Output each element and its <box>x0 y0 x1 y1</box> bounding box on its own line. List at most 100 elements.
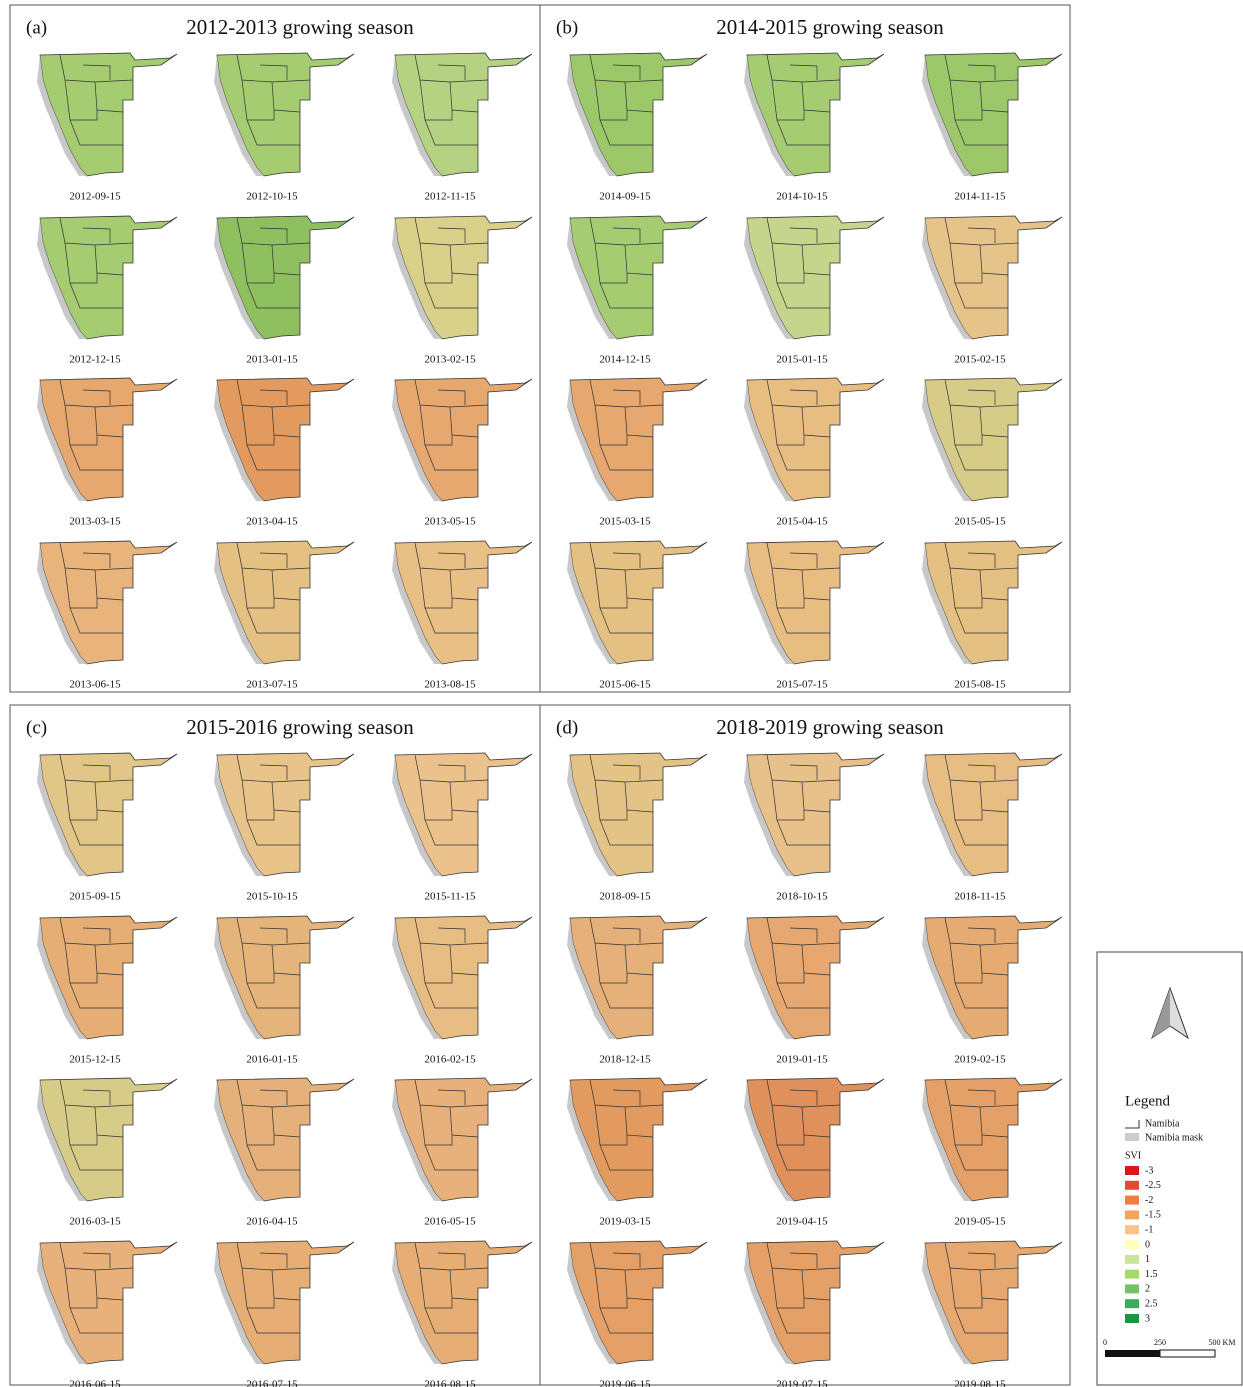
legend-swatch <box>1125 1181 1139 1190</box>
map-date: 2019-07-15 <box>776 1379 828 1387</box>
map-area <box>395 216 532 339</box>
map-date: 2014-11-15 <box>955 191 1006 203</box>
panel-label: (b) <box>556 17 578 38</box>
map-area <box>925 916 1062 1039</box>
legend-swatch <box>1125 1299 1139 1308</box>
map-area <box>395 916 532 1039</box>
map-area <box>570 378 707 501</box>
legend-swatch <box>1125 1196 1139 1205</box>
map-date: 2015-09-15 <box>69 891 121 903</box>
legend-class: 2 <box>1145 1284 1150 1295</box>
map-area <box>570 753 707 876</box>
map-area <box>747 216 884 339</box>
map-area <box>40 916 177 1039</box>
legend-class: 1 <box>1145 1254 1150 1265</box>
map-date: 2012-09-15 <box>69 191 121 203</box>
legend-mask: Namibia mask <box>1145 1132 1203 1143</box>
panel-label: (c) <box>26 717 47 738</box>
legend-boundary: Namibia <box>1145 1118 1180 1129</box>
legend-class: 3 <box>1145 1313 1150 1324</box>
legend-class: -3 <box>1145 1165 1153 1176</box>
map-date: 2019-02-15 <box>954 1054 1006 1066</box>
map-area <box>395 1078 532 1201</box>
map-date: 2015-12-15 <box>69 1054 121 1066</box>
map-area <box>747 1078 884 1201</box>
legend-class: 1.5 <box>1145 1269 1158 1280</box>
map-date: 2018-12-15 <box>599 1054 651 1066</box>
map-date: 2019-04-15 <box>776 1216 828 1228</box>
legend-swatch <box>1125 1255 1139 1264</box>
map-date: 2015-08-15 <box>954 679 1006 691</box>
map-area <box>40 753 177 876</box>
panel-title: 2012-2013 growing season <box>186 15 414 39</box>
map-date: 2016-05-15 <box>424 1216 476 1228</box>
map-area <box>747 753 884 876</box>
map-date: 2014-09-15 <box>599 191 651 203</box>
map-area <box>40 216 177 339</box>
map-area <box>570 216 707 339</box>
legend-title: Legend <box>1125 1093 1170 1109</box>
map-area <box>217 378 354 501</box>
legend-class: -2 <box>1145 1195 1153 1206</box>
legend-class: -1.5 <box>1145 1210 1161 1221</box>
scale-label: 250 <box>1154 1338 1166 1347</box>
panel-title: 2018-2019 growing season <box>716 715 944 739</box>
map-date: 2015-01-15 <box>776 354 828 366</box>
map-date: 2012-12-15 <box>69 354 121 366</box>
map-area <box>395 378 532 501</box>
map-area <box>925 53 1062 176</box>
map-date: 2013-01-15 <box>246 354 298 366</box>
map-area <box>747 541 884 664</box>
panel-label: (a) <box>26 17 47 38</box>
map-area <box>747 53 884 176</box>
map-date: 2015-02-15 <box>954 354 1006 366</box>
map-date: 2019-08-15 <box>954 1379 1006 1387</box>
map-date: 2014-12-15 <box>599 354 651 366</box>
map-area <box>925 378 1062 501</box>
map-area <box>570 541 707 664</box>
scale-white <box>1160 1350 1215 1357</box>
map-area <box>747 378 884 501</box>
map-date: 2019-06-15 <box>599 1379 651 1387</box>
map-area <box>925 753 1062 876</box>
map-area <box>40 541 177 664</box>
map-area <box>395 1241 532 1364</box>
map-date: 2018-11-15 <box>955 891 1006 903</box>
map-area <box>570 1078 707 1201</box>
map-date: 2019-03-15 <box>599 1216 651 1228</box>
map-date: 2016-08-15 <box>424 1379 476 1387</box>
map-date: 2019-05-15 <box>954 1216 1006 1228</box>
scale-black <box>1105 1350 1160 1357</box>
map-area <box>217 916 354 1039</box>
map-area <box>217 1078 354 1201</box>
map-area <box>925 216 1062 339</box>
legend-index: SVI <box>1125 1150 1141 1161</box>
map-date: 2015-04-15 <box>776 516 828 528</box>
legend-class: -1 <box>1145 1224 1153 1235</box>
map-date: 2013-02-15 <box>424 354 476 366</box>
map-date: 2014-10-15 <box>776 191 828 203</box>
map-date: 2015-11-15 <box>425 891 476 903</box>
legend-swatch <box>1125 1210 1139 1219</box>
map-area <box>925 1078 1062 1201</box>
map-area <box>217 541 354 664</box>
legend-boundary-swatch <box>1125 1120 1139 1128</box>
legend-swatch <box>1125 1270 1139 1279</box>
legend-mask-swatch <box>1125 1133 1139 1141</box>
map-date: 2016-04-15 <box>246 1216 298 1228</box>
map-date: 2012-11-15 <box>425 191 476 203</box>
map-date: 2016-01-15 <box>246 1054 298 1066</box>
map-area <box>925 1241 1062 1364</box>
legend-swatch <box>1125 1225 1139 1234</box>
map-area <box>217 1241 354 1364</box>
map-date: 2012-10-15 <box>246 191 298 203</box>
map-area <box>570 1241 707 1364</box>
map-area <box>395 541 532 664</box>
map-area <box>395 53 532 176</box>
legend-swatch <box>1125 1284 1139 1293</box>
map-date: 2018-10-15 <box>776 891 828 903</box>
page: {"panels":[ {"label":"(a)","title":"2012… <box>0 0 1243 1387</box>
panel-title: 2015-2016 growing season <box>186 715 414 739</box>
map-area <box>40 1241 177 1364</box>
map-area <box>925 541 1062 664</box>
